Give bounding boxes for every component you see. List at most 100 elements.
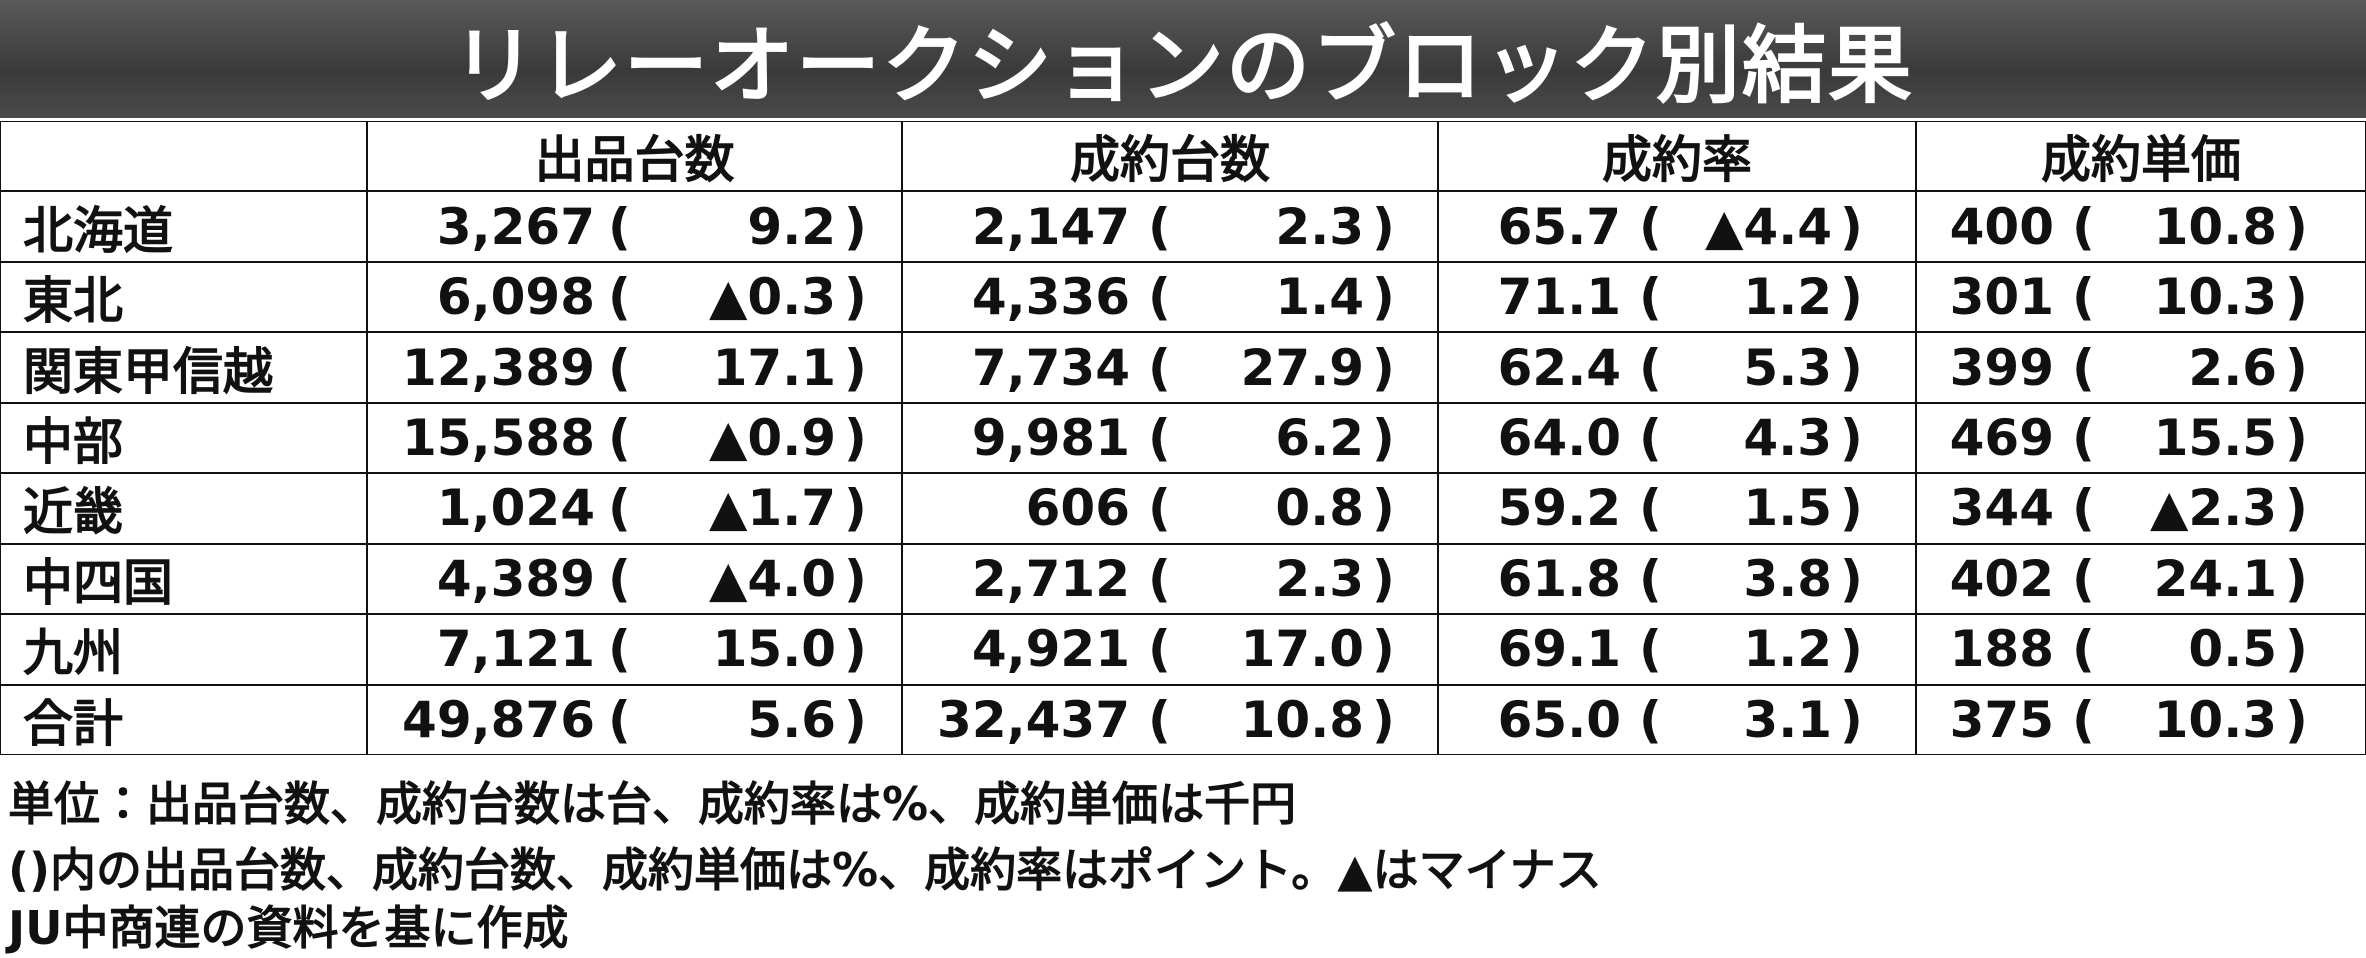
change: 9.2 <box>747 197 836 256</box>
value: 65.0 <box>1497 690 1621 749</box>
change: 15.0 <box>712 620 836 679</box>
region: 北海道 <box>23 201 173 260</box>
value: 2,147 <box>971 197 1130 256</box>
change: 1.4 <box>1275 268 1364 327</box>
paren-close: ) <box>1372 197 1395 256</box>
value: 344 <box>1949 479 2054 538</box>
change: ▲0.3 <box>708 268 836 327</box>
change: 5.3 <box>1743 338 1832 397</box>
value: 62.4 <box>1497 338 1621 397</box>
paren-close: ) <box>1840 408 1863 467</box>
value: 9,981 <box>971 408 1130 467</box>
table: 出品台数 成約台数 成約率 成約単価 北海道 3,267(9.2) 2,147(2.3) 65… <box>0 121 2366 755</box>
data-cell: 71.1 (1.2) <box>1438 261 1916 333</box>
change: 1.2 <box>1743 268 1832 327</box>
change: 4.3 <box>1743 408 1832 467</box>
data-cell: 301 (10.3) <box>1916 261 2366 333</box>
paren-close: ) <box>844 268 867 327</box>
value: 469 <box>1949 408 2054 467</box>
title-bar: リレーオークションのブロック別結果 <box>0 0 2366 118</box>
paren-close: ) <box>844 479 867 538</box>
change: 1.5 <box>1743 479 1832 538</box>
region: 中四国 <box>23 553 173 612</box>
paren-open: ( <box>608 690 631 749</box>
change: ▲0.9 <box>708 408 836 467</box>
data-cell: 469 (15.5) <box>1916 402 2366 474</box>
paren-close: ) <box>2285 338 2308 397</box>
column-header: 成約単価 <box>1916 121 2366 192</box>
paren-open: ( <box>1148 549 1171 608</box>
paren-open: ( <box>1639 408 1662 467</box>
region: 近畿 <box>23 483 123 542</box>
paren-open: ( <box>1639 479 1662 538</box>
change: 24.1 <box>2153 549 2277 608</box>
data-cell: 32,437 (10.8) <box>902 684 1438 755</box>
value: 49,876 <box>402 690 595 749</box>
region: 合計 <box>23 694 123 753</box>
data-cell: 9,981 (6.2) <box>902 402 1438 474</box>
paren-close: ) <box>844 549 867 608</box>
paren-open: ( <box>2072 408 2095 467</box>
paren-open: ( <box>608 479 631 538</box>
title: リレーオークションのブロック別結果 <box>451 16 1914 115</box>
paren-open: ( <box>608 408 631 467</box>
paren-close: ) <box>844 338 867 397</box>
value: 606 <box>1025 479 1130 538</box>
data-cell: 65.0 (3.1) <box>1438 684 1916 755</box>
value: 7,734 <box>971 338 1130 397</box>
change: 15.5 <box>2153 408 2277 467</box>
change: 2.6 <box>2188 338 2277 397</box>
paren-open: ( <box>2072 620 2095 679</box>
row-header-cell: 九州 <box>0 614 367 685</box>
region: 関東甲信越 <box>23 342 273 401</box>
data-cell: 2,712 (2.3) <box>902 543 1438 615</box>
value: 12,389 <box>402 338 595 397</box>
data-cell: 6,098(▲0.3) <box>367 261 902 333</box>
column-header: 成約率 <box>1438 121 1916 192</box>
paren-close: ) <box>1372 268 1395 327</box>
data-cell: 344 ( ▲2.3) <box>1916 473 2366 544</box>
paren-open: ( <box>2072 549 2095 608</box>
paren-open: ( <box>2072 338 2095 397</box>
row-header-cell: 東北 <box>0 261 367 333</box>
change: 10.3 <box>2153 690 2277 749</box>
paren-close: ) <box>1840 268 1863 327</box>
paren-open: ( <box>1148 620 1171 679</box>
paren-open: ( <box>2072 479 2095 538</box>
paren-close: ) <box>1840 197 1863 256</box>
paren-close: ) <box>1372 690 1395 749</box>
value: 2,712 <box>971 549 1130 608</box>
paren-close: ) <box>844 620 867 679</box>
value: 15,588 <box>402 408 595 467</box>
data-cell: 4,921 (17.0) <box>902 614 1438 685</box>
paren-open: ( <box>1639 338 1662 397</box>
paren-open: ( <box>1639 690 1662 749</box>
paren-open: ( <box>608 620 631 679</box>
data-cell: 64.0 (4.3) <box>1438 402 1916 474</box>
paren-close: ) <box>844 690 867 749</box>
data-cell: 61.8 (3.8) <box>1438 543 1916 615</box>
data-cell: 1,024(▲1.7) <box>367 473 902 544</box>
change: 10.8 <box>2153 197 2277 256</box>
value: 399 <box>1949 338 2054 397</box>
value: 6,098 <box>436 268 595 327</box>
paren-close: ) <box>2285 479 2308 538</box>
value: 402 <box>1949 549 2054 608</box>
paren-open: ( <box>1639 197 1662 256</box>
change: 2.3 <box>1275 549 1364 608</box>
value: 64.0 <box>1497 408 1621 467</box>
change: ▲2.3 <box>2149 479 2277 538</box>
value: 71.1 <box>1497 268 1621 327</box>
paren-open: ( <box>608 197 631 256</box>
value: 188 <box>1949 620 2054 679</box>
row-header-cell: 近畿 <box>0 473 367 544</box>
change: 0.8 <box>1275 479 1364 538</box>
column-header: 成約台数 <box>902 121 1438 192</box>
paren-open: ( <box>1639 268 1662 327</box>
row-header-cell: 北海道 <box>0 191 367 262</box>
paren-open: ( <box>2072 690 2095 749</box>
paren-close: ) <box>1372 620 1395 679</box>
data-cell: 188 (0.5) <box>1916 614 2366 685</box>
data-cell: 3,267(9.2) <box>367 191 902 262</box>
row-header-cell: 中部 <box>0 402 367 474</box>
